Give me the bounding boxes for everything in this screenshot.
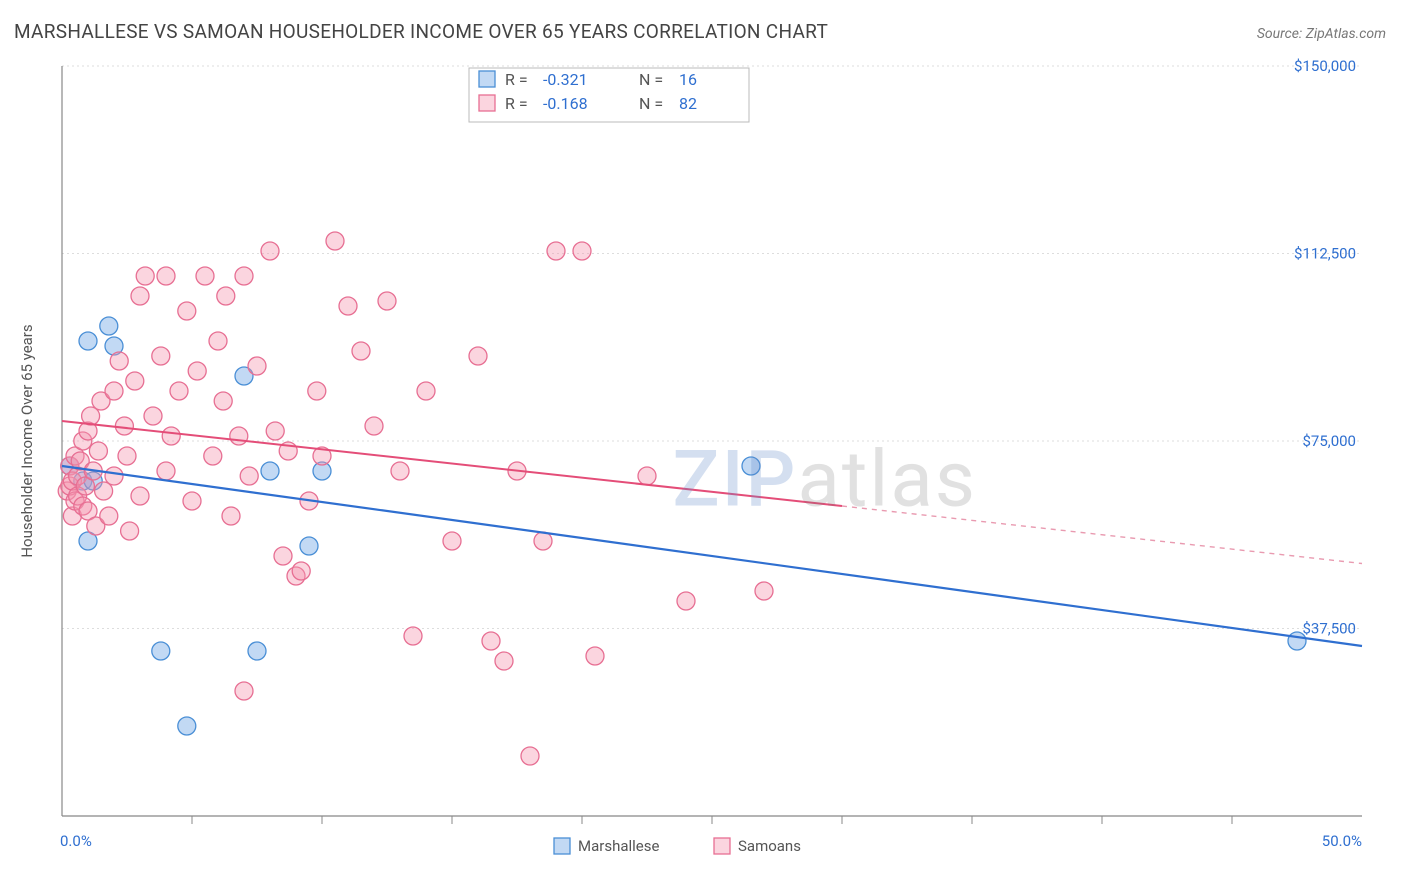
data-point — [131, 487, 149, 505]
data-point — [178, 302, 196, 320]
y-tick-label: $150,000 — [1294, 57, 1356, 75]
data-point — [144, 407, 162, 425]
data-point — [248, 357, 266, 375]
data-point — [300, 537, 318, 555]
y-tick-label: $37,500 — [1302, 620, 1356, 638]
data-point — [534, 532, 552, 550]
data-point — [443, 532, 461, 550]
data-point — [157, 267, 175, 285]
data-point — [126, 372, 144, 390]
data-point — [105, 467, 123, 485]
data-point — [235, 267, 253, 285]
data-point — [214, 392, 232, 410]
data-point — [261, 462, 279, 480]
data-point — [183, 492, 201, 510]
data-point — [391, 462, 409, 480]
data-point — [222, 507, 240, 525]
data-point — [152, 642, 170, 660]
data-point — [204, 447, 222, 465]
data-point — [482, 632, 500, 650]
data-point — [404, 627, 422, 645]
data-point — [638, 467, 656, 485]
y-tick-label: $75,000 — [1302, 432, 1356, 450]
data-point — [170, 382, 188, 400]
data-point — [217, 287, 235, 305]
stats-n-label: N = — [639, 70, 663, 89]
stats-r-value: -0.321 — [543, 70, 588, 89]
trend-line-samoans-extrapolated — [842, 506, 1362, 564]
stats-swatch — [479, 71, 495, 87]
trend-line-marshallese — [62, 466, 1362, 646]
stats-r-label: R = — [505, 70, 528, 89]
legend-swatch — [554, 838, 570, 854]
data-point — [326, 232, 344, 250]
data-point — [110, 352, 128, 370]
correlation-scatter-chart: $37,500 $75,000 $112,500 $150,000 0.0% 50.0% H… — [14, 56, 1392, 868]
data-point — [586, 647, 604, 665]
data-point — [152, 347, 170, 365]
stats-swatch — [479, 95, 495, 111]
data-point — [121, 522, 139, 540]
y-tick-label: $112,500 — [1294, 245, 1356, 263]
data-point — [178, 717, 196, 735]
legend-label: Samoans — [738, 837, 801, 855]
data-point — [240, 467, 258, 485]
y-axis-title: Householder Income Over 65 years — [18, 324, 36, 557]
stats-n-label: N = — [639, 94, 663, 113]
x-tick-label: 50.0% — [1322, 832, 1362, 850]
data-point — [230, 427, 248, 445]
data-point — [266, 422, 284, 440]
data-point — [261, 242, 279, 260]
data-point — [115, 417, 133, 435]
data-point — [79, 332, 97, 350]
data-point — [352, 342, 370, 360]
data-point — [157, 462, 175, 480]
data-point — [742, 457, 760, 475]
data-point — [417, 382, 435, 400]
data-point — [100, 317, 118, 335]
data-point — [365, 417, 383, 435]
data-point — [235, 682, 253, 700]
legend-label: Marshallese — [578, 837, 659, 855]
data-point — [677, 592, 695, 610]
data-point — [118, 447, 136, 465]
chart-title: MARSHALLESE VS SAMOAN HOUSEHOLDER INCOME… — [14, 20, 828, 43]
data-point — [469, 347, 487, 365]
data-point — [105, 382, 123, 400]
data-point — [100, 507, 118, 525]
data-point — [339, 297, 357, 315]
data-point — [547, 242, 565, 260]
data-point — [495, 652, 513, 670]
data-point — [378, 292, 396, 310]
data-point — [89, 442, 107, 460]
data-point — [196, 267, 214, 285]
stats-r-value: -0.168 — [543, 94, 588, 113]
stats-n-value: 16 — [679, 70, 697, 89]
data-point — [573, 242, 591, 260]
data-point — [136, 267, 154, 285]
source-attribution: Source: ZipAtlas.com — [1257, 26, 1386, 42]
stats-r-label: R = — [505, 94, 528, 113]
legend-swatch — [714, 838, 730, 854]
data-point — [209, 332, 227, 350]
data-point — [292, 562, 310, 580]
data-point — [1288, 632, 1306, 650]
x-tick-label: 0.0% — [60, 832, 92, 850]
data-point — [188, 362, 206, 380]
data-point — [248, 642, 266, 660]
trend-line-samoans — [62, 421, 842, 506]
data-point — [308, 382, 326, 400]
data-point — [131, 287, 149, 305]
data-point — [274, 547, 292, 565]
data-point — [521, 747, 539, 765]
data-point — [755, 582, 773, 600]
stats-n-value: 82 — [679, 94, 697, 113]
data-point — [162, 427, 180, 445]
